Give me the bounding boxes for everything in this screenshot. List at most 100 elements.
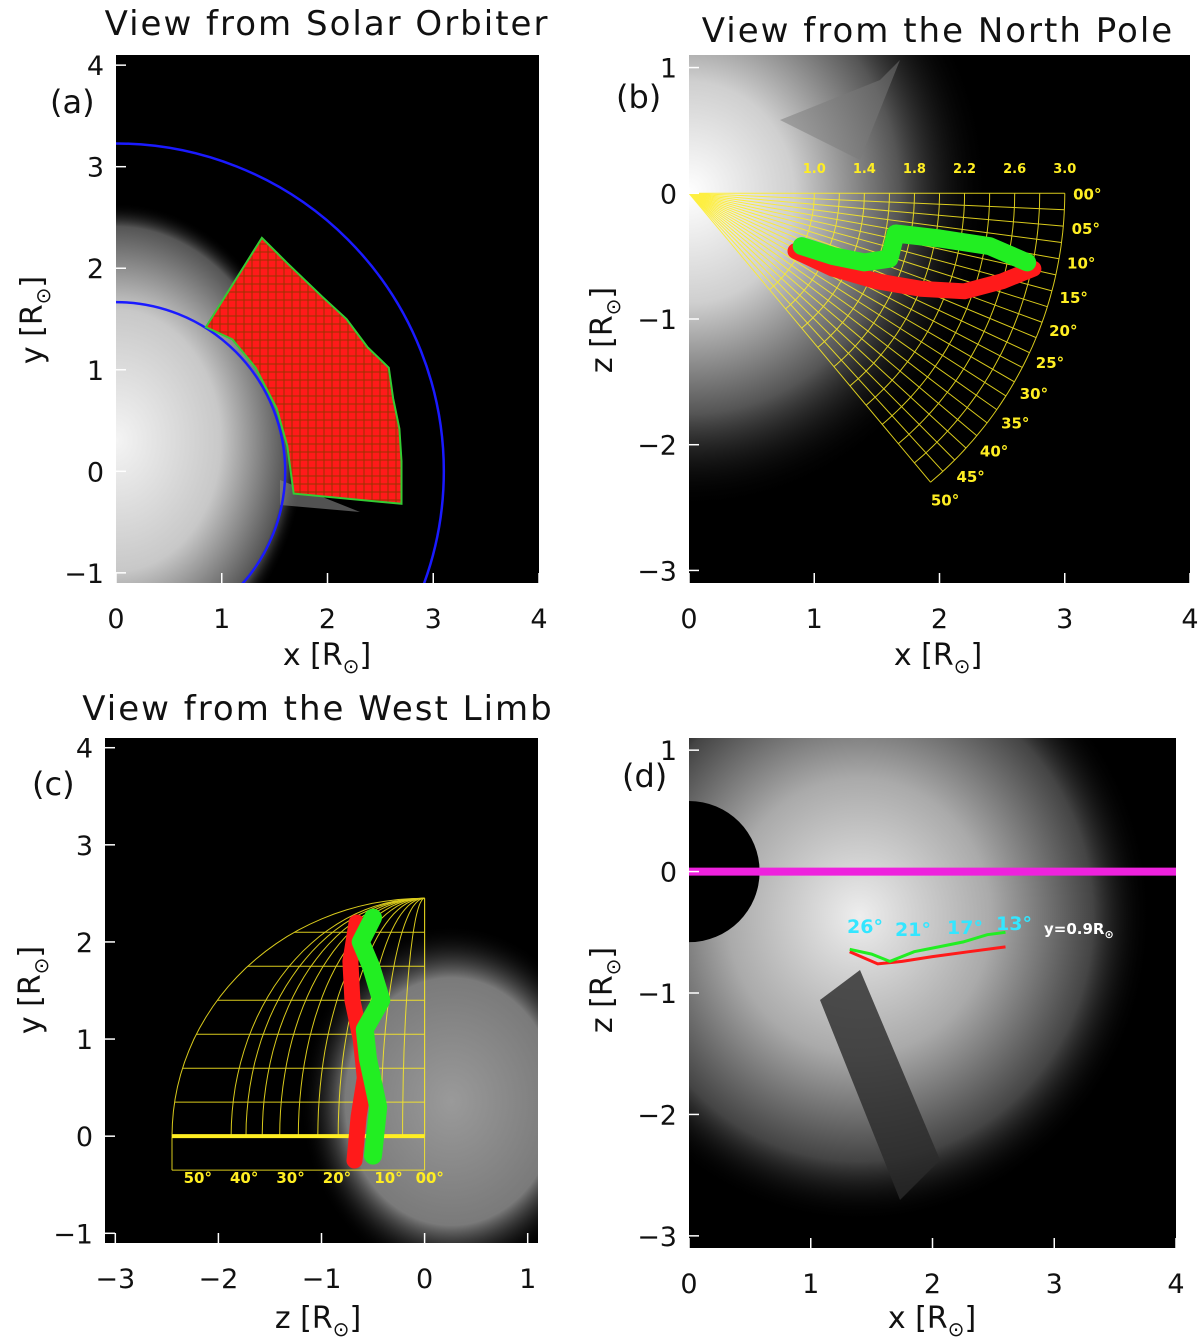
panel-b-grid-ray	[689, 192, 1062, 244]
y-tick-label: 1	[87, 356, 104, 387]
x-tick-label: 3	[425, 604, 442, 635]
panel-c-label: (c)	[32, 765, 75, 803]
x-tick-label: −3	[95, 1264, 135, 1295]
panel-d-label: (d)	[622, 757, 667, 795]
y-tick-label: −2	[637, 1100, 677, 1131]
x-tick-label: 1	[802, 1269, 819, 1300]
x-tick-label: 2	[924, 1269, 941, 1300]
panel-d-angle-label: 26°	[847, 916, 883, 938]
panel-b-radial-label: 1.4	[853, 162, 876, 177]
panel-d-angle-label: 13°	[996, 913, 1032, 935]
panel-b-radial-label: 2.2	[953, 162, 976, 177]
x-tick-label: 1	[213, 604, 230, 635]
panel-c-title: View from the West Limb	[82, 689, 554, 729]
panel-b-label: (b)	[616, 78, 661, 116]
y-tick-label: 2	[76, 928, 93, 959]
panel-b-angle-label: 15°	[1060, 289, 1088, 307]
panel-a-label: (a)	[50, 83, 95, 121]
panel-c-angle-label: 40°	[230, 1169, 258, 1187]
panel-b-grid-ray	[689, 192, 1015, 383]
y-tick-label: 0	[87, 457, 104, 488]
x-tick-label: −1	[302, 1264, 342, 1295]
panel-a-title: View from Solar Orbiter	[105, 4, 550, 44]
y-tick-label: −1	[53, 1219, 93, 1250]
panel-c-angle-label: 30°	[276, 1169, 304, 1187]
panel-d-ylabel: z [R⊙]	[585, 947, 625, 1033]
panel-b-grid-ray	[689, 192, 998, 411]
x-tick-label: −2	[198, 1264, 238, 1295]
panel-c-grid-meridian	[230, 897, 425, 1137]
panel-c-grid-meridian	[261, 897, 425, 1137]
panel-b-grid-ray	[689, 192, 967, 449]
panel-c-grid-meridian	[279, 897, 425, 1137]
panel-b-grid-ray	[689, 192, 1053, 292]
panel-b-angle-label: 00°	[1073, 185, 1101, 203]
x-tick-label: 1	[519, 1264, 536, 1295]
panel-b: View from the North Pole 1.0 1.4 1.8 2.2 2.6…	[585, 11, 1199, 678]
panel-c-ylabel: y [R⊙]	[13, 946, 53, 1034]
y-tick-label: 0	[660, 858, 677, 889]
panel-d-angle-label: 17°	[947, 917, 983, 939]
y-tick-label: 0	[660, 179, 677, 210]
y-tick-label: 4	[87, 51, 104, 82]
panel-b-grid-arc	[930, 193, 1066, 483]
y-tick-label: 0	[76, 1122, 93, 1153]
x-tick-label: 2	[931, 604, 948, 635]
y-tick-label: −1	[637, 305, 677, 336]
panel-a-ylabel: y [R⊙]	[15, 276, 55, 364]
panel-c-angle-label: 10°	[374, 1169, 402, 1187]
y-tick-label: −1	[64, 559, 104, 590]
panel-b-grid-ray	[689, 192, 1065, 211]
x-tick-label: 0	[416, 1264, 433, 1295]
panel-b-angle-label: 30°	[1020, 385, 1048, 403]
panel-b-ylabel: z [R⊙]	[585, 287, 625, 373]
panel-b-angle-label: 05°	[1072, 220, 1100, 238]
panel-d-streak	[820, 970, 940, 1200]
y-tick-label: 4	[76, 734, 93, 765]
panel-b-title: View from the North Pole	[702, 11, 1174, 51]
panel-d-angle-label: 21°	[895, 919, 931, 941]
panel-c-grid-meridian	[380, 897, 425, 1137]
panel-b-angle-label: 10°	[1067, 255, 1095, 273]
panel-b-angle-label: 35°	[1001, 415, 1029, 433]
panel-c-angle-label: 20°	[323, 1169, 351, 1187]
panel-b-angle-label: 20°	[1049, 322, 1077, 340]
y-tick-label: −1	[637, 979, 677, 1010]
x-tick-label: 0	[107, 604, 124, 635]
x-tick-label: 0	[680, 604, 697, 635]
panel-b-green-trace	[792, 224, 1037, 272]
panel-b-grid-ray	[689, 192, 931, 483]
panel-b-grid-ray	[689, 192, 1007, 397]
panel-b-radial-label: 1.0	[803, 162, 826, 177]
x-tick-label: 4	[1181, 604, 1198, 635]
panel-b-red-trace	[787, 243, 1042, 300]
panel-a-circle	[116, 142, 445, 583]
panel-b-xlabel: x [R⊙]	[894, 638, 982, 678]
y-tick-label: −3	[637, 1222, 677, 1253]
panel-c-grid-meridian	[402, 897, 425, 1137]
panel-c-corona-image	[105, 738, 538, 1243]
panel-b-grid-ray	[689, 192, 1056, 276]
panel-b-grid-ray	[689, 192, 944, 472]
x-tick-label: 4	[1167, 1269, 1184, 1300]
y-tick-label: 3	[76, 831, 93, 862]
panel-b-angle-label: 40°	[980, 442, 1008, 460]
panel-b-grid-ray	[689, 192, 978, 437]
panel-d-green-trace	[849, 930, 1006, 964]
panel-d-xlabel: x [R⊙]	[888, 1301, 976, 1337]
panel-d-y-annotation: y=0.9R⊙	[1044, 920, 1114, 941]
panel-c-angle-label: 50°	[184, 1169, 212, 1187]
panel-c: View from the West Limb 50° 40° 30° 20° 10° 0…	[13, 689, 554, 1337]
panel-c-grid-meridian	[245, 897, 425, 1137]
y-tick-label: 3	[87, 153, 104, 184]
panel-b-radial-label: 2.6	[1003, 162, 1026, 177]
panel-b-angle-label: 25°	[1036, 354, 1064, 372]
x-tick-label: 3	[1046, 1269, 1063, 1300]
y-tick-label: 2	[87, 254, 104, 285]
panel-a-reconstruction-region	[204, 236, 403, 505]
panel-d: 26° 21° 17° 13° y=0.9R⊙ (d) 0 1 2 3 4 −3 −2 −1 0…	[585, 736, 1185, 1337]
panel-c-grid-meridian	[297, 897, 425, 1137]
panel-b-angle-label: 50°	[931, 492, 959, 510]
y-tick-label: 1	[660, 736, 677, 767]
